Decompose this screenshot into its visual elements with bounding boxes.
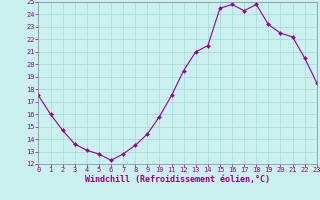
X-axis label: Windchill (Refroidissement éolien,°C): Windchill (Refroidissement éolien,°C) <box>85 175 270 184</box>
